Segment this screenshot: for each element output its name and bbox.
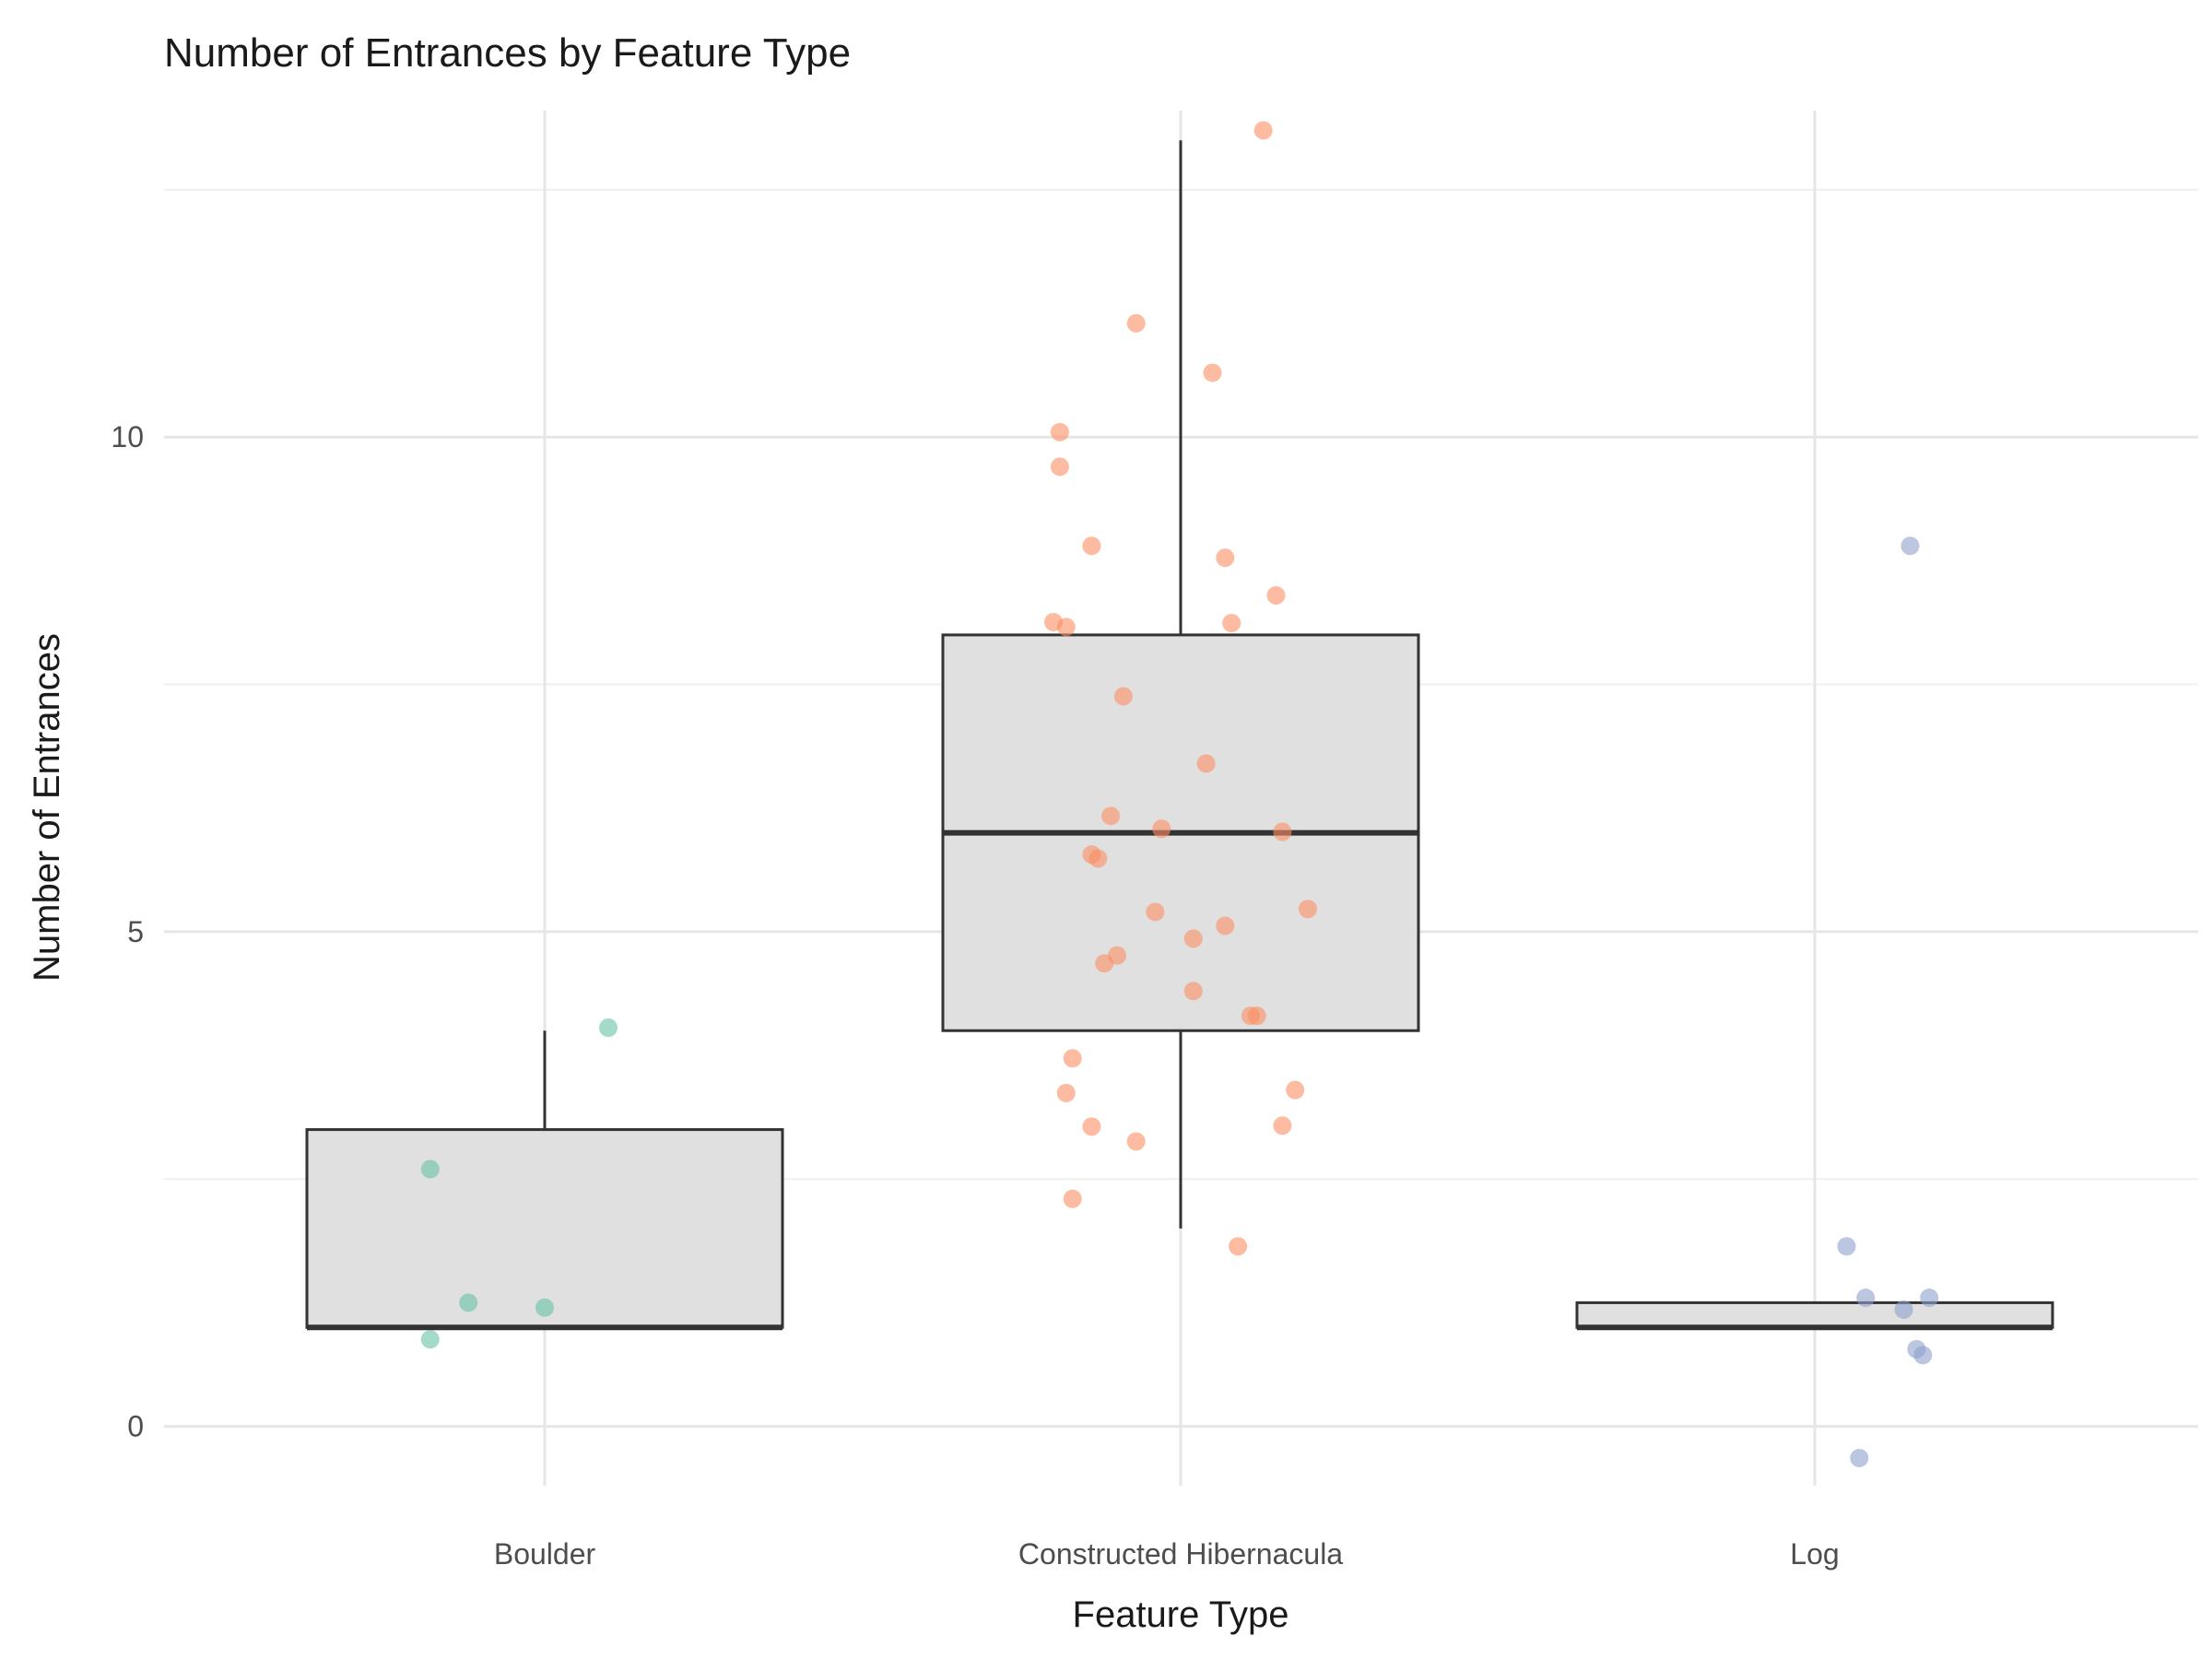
y-axis-title: Number of Entrances: [27, 633, 67, 982]
y-tick-label: 0: [127, 1410, 144, 1443]
data-point: [1299, 900, 1317, 919]
data-point: [1088, 849, 1108, 868]
box-log: [1575, 1300, 2054, 1331]
data-point: [1063, 1049, 1082, 1068]
data-point: [1894, 1300, 1913, 1319]
x-axis-title: Feature Type: [1073, 1594, 1289, 1635]
data-point: [1273, 822, 1292, 841]
data-point: [1183, 929, 1203, 948]
data-point: [1273, 1116, 1292, 1135]
data-point: [420, 1330, 440, 1349]
box-constructed-hibernacula: [941, 140, 1420, 1229]
data-point: [1152, 819, 1171, 839]
box-body: [1575, 1300, 2054, 1329]
data-point: [1222, 614, 1241, 633]
data-point: [1056, 618, 1076, 637]
data-point: [1101, 806, 1121, 826]
data-point: [1050, 422, 1069, 441]
x-tick-label: Log: [1790, 1537, 1839, 1571]
data-point: [1126, 313, 1146, 333]
data-point: [1056, 1083, 1076, 1102]
chart-title: Number of Entrances by Feature Type: [164, 30, 851, 76]
y-tick-label: 10: [111, 420, 144, 453]
data-point: [1266, 585, 1286, 605]
data-point: [1286, 1080, 1305, 1100]
data-point: [1856, 1288, 1876, 1308]
y-tick-label: 5: [127, 915, 144, 948]
data-point: [1229, 1237, 1248, 1256]
box-body: [305, 1128, 784, 1329]
jitter-points: [420, 121, 1939, 1467]
data-point: [459, 1293, 478, 1312]
data-point: [535, 1298, 554, 1317]
data-point: [1837, 1237, 1856, 1256]
data-point: [1183, 982, 1203, 1001]
data-point: [1216, 916, 1235, 935]
box-plot-boxes: [305, 140, 2054, 1331]
data-point: [1900, 536, 1920, 556]
data-point: [1203, 363, 1222, 382]
data-point: [599, 1018, 618, 1038]
data-point: [1063, 1189, 1082, 1208]
data-point: [1253, 121, 1273, 140]
data-point: [1095, 954, 1114, 973]
data-point: [1247, 1006, 1266, 1026]
data-point: [1082, 1117, 1101, 1136]
x-tick-label: Constructed Hibernacula: [1018, 1537, 1343, 1571]
x-tick-label: Boulder: [494, 1537, 596, 1571]
data-point: [1126, 1132, 1146, 1151]
data-point: [1050, 457, 1069, 477]
data-point: [1216, 548, 1235, 568]
data-point: [1913, 1346, 1933, 1365]
data-point: [1146, 902, 1165, 922]
data-point: [1196, 754, 1216, 773]
data-point: [1082, 536, 1101, 556]
data-point: [1920, 1288, 1939, 1308]
box-boulder: [305, 1030, 784, 1331]
data-point: [1850, 1448, 1869, 1467]
data-point: [1113, 687, 1133, 706]
axis-ticks: 0 5 10 Boulder Constructed Hibernacula Log: [111, 420, 1839, 1571]
data-point: [420, 1159, 440, 1179]
